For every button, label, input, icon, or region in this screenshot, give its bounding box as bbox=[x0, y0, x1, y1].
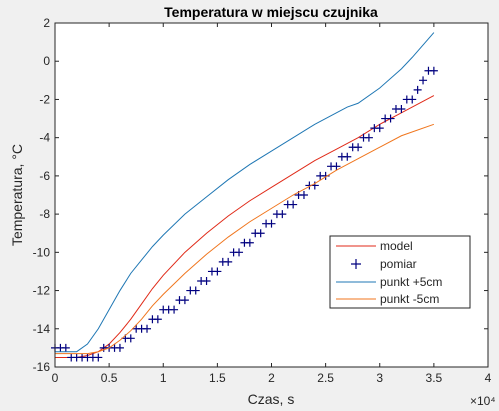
series-line-punkt-minus-5cm bbox=[55, 123, 435, 355]
data-point-pomiar bbox=[413, 85, 422, 94]
data-point-pomiar bbox=[153, 315, 162, 324]
data-point-pomiar bbox=[386, 114, 395, 123]
data-point-pomiar bbox=[278, 210, 287, 219]
data-point-pomiar bbox=[408, 95, 417, 104]
y-tick-label: -2 bbox=[39, 92, 50, 106]
data-point-pomiar bbox=[419, 76, 428, 85]
x-tick-label: 3 bbox=[376, 371, 383, 385]
data-point-pomiar bbox=[256, 229, 265, 238]
data-point-pomiar bbox=[61, 343, 70, 352]
data-point-pomiar bbox=[224, 257, 233, 266]
data-point-pomiar bbox=[354, 143, 363, 152]
data-point-pomiar bbox=[289, 200, 298, 209]
chart-title: Temperatura w miejscu czujnika bbox=[164, 4, 378, 20]
y-tick-label: 2 bbox=[43, 16, 50, 30]
data-point-pomiar bbox=[397, 105, 406, 113]
legend-label-pomiar: pomiar bbox=[380, 257, 417, 271]
data-point-pomiar bbox=[213, 267, 222, 276]
legend-swatch-pomiar bbox=[351, 259, 361, 269]
legend-label-model: model bbox=[380, 239, 413, 253]
data-point-pomiar bbox=[235, 248, 244, 257]
data-point-pomiar bbox=[202, 277, 211, 285]
data-point-pomiar bbox=[321, 171, 330, 180]
y-tick-label: -12 bbox=[33, 284, 51, 298]
x-tick-label: 2 bbox=[268, 371, 275, 385]
y-tick-label: -10 bbox=[33, 245, 51, 259]
y-tick-label: -8 bbox=[39, 207, 50, 221]
y-axis-label: Temperatura, °C bbox=[9, 144, 25, 246]
data-point-pomiar bbox=[115, 343, 124, 352]
series-layer bbox=[51, 32, 438, 362]
x-tick-label: 1.5 bbox=[209, 371, 226, 385]
x-axis-exponent: ×10⁴ bbox=[470, 394, 496, 408]
data-point-pomiar bbox=[364, 133, 373, 142]
x-tick-label: 1 bbox=[160, 371, 167, 385]
legend-label-punkt-minus-5cm: punkt -5cm bbox=[380, 292, 439, 306]
y-axis-ticks: -16 -14 -12 -10 -8 -6 -4 -2 0 2 bbox=[33, 16, 488, 374]
y-tick-label: -6 bbox=[39, 169, 50, 183]
x-axis-label: Czas, s bbox=[248, 391, 295, 407]
x-tick-label: 0.5 bbox=[101, 371, 118, 385]
y-tick-label: -16 bbox=[33, 360, 51, 374]
data-point-pomiar bbox=[180, 296, 189, 305]
data-point-pomiar bbox=[332, 162, 341, 171]
data-point-pomiar bbox=[245, 238, 254, 247]
data-point-pomiar bbox=[299, 191, 308, 199]
data-point-pomiar bbox=[429, 66, 438, 75]
x-tick-label: 4 bbox=[485, 371, 492, 385]
data-point-pomiar bbox=[143, 324, 152, 333]
legend-box bbox=[329, 235, 471, 309]
x-tick-label: 2.5 bbox=[317, 371, 334, 385]
series-line-punkt-plusminus-5cm bbox=[55, 32, 435, 353]
legend-label-punkt-plus-5cm: punkt +5cm bbox=[380, 275, 442, 289]
data-point-pomiar bbox=[343, 152, 352, 161]
data-point-pomiar bbox=[375, 124, 384, 133]
data-point-pomiar bbox=[191, 286, 200, 295]
data-point-pomiar bbox=[94, 353, 103, 362]
data-point-pomiar bbox=[267, 219, 276, 228]
x-tick-label: 0 bbox=[52, 371, 59, 385]
y-tick-label: -14 bbox=[33, 322, 51, 336]
data-point-pomiar bbox=[170, 305, 179, 314]
data-point-pomiar bbox=[126, 334, 135, 343]
x-tick-label: 3.5 bbox=[426, 371, 443, 385]
plot-area bbox=[55, 23, 488, 367]
legend: model pomiar punkt +5cm punkt -5cm bbox=[329, 235, 471, 309]
y-tick-label: -4 bbox=[39, 131, 50, 145]
x-axis-ticks: 0 0.5 1 1.5 2 2.5 3 3.5 4 bbox=[52, 23, 492, 385]
y-tick-label: 0 bbox=[43, 54, 50, 68]
